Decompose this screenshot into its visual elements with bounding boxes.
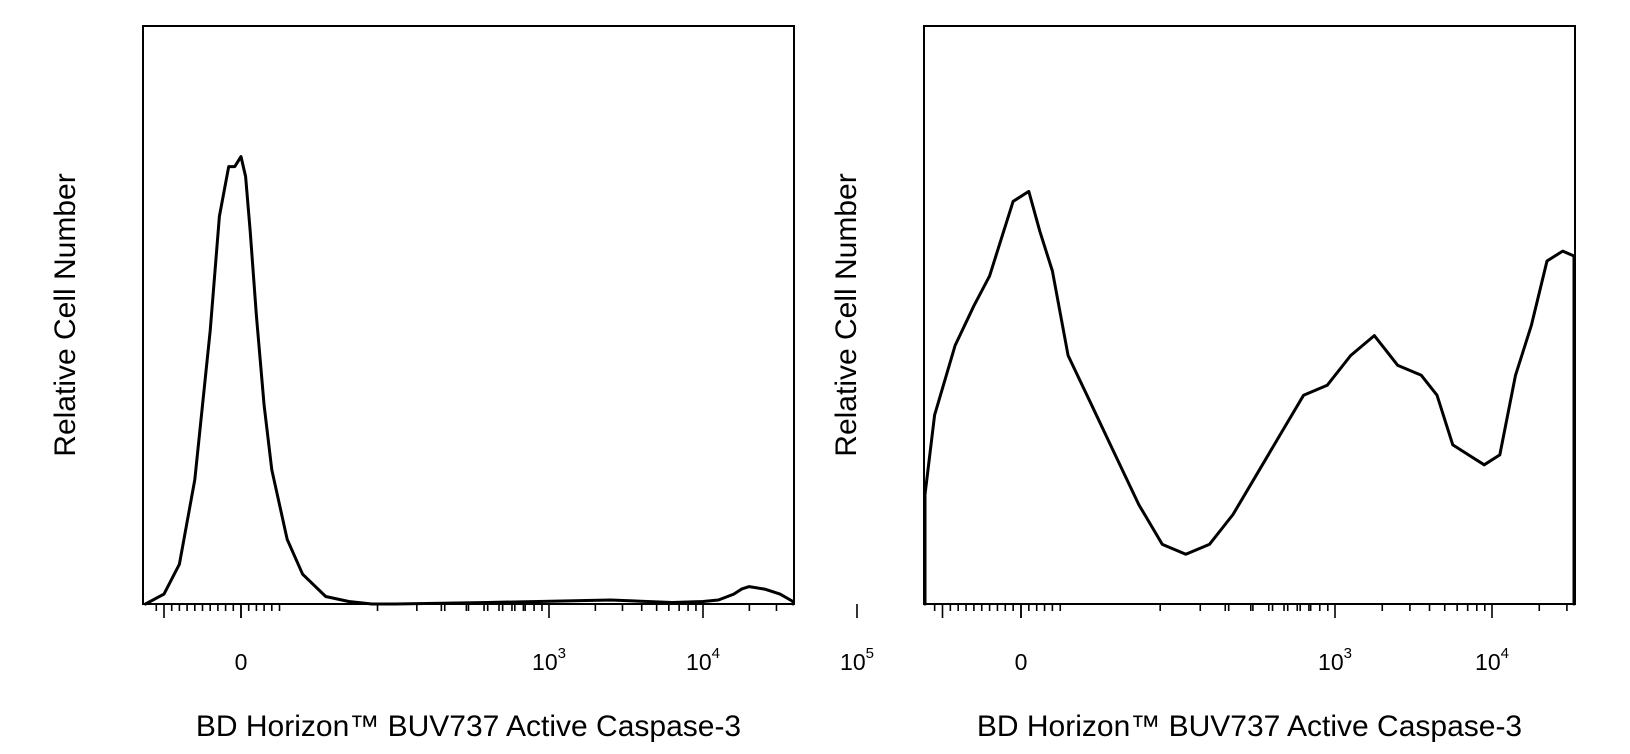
x-tick-label-base: 10 [686, 649, 712, 675]
histogram-curve [144, 155, 795, 606]
x-tick-label-exponent: 4 [1501, 645, 1509, 662]
x-tick-label-exponent: 3 [558, 645, 566, 662]
x-tick-label: 103 [532, 645, 566, 675]
x-tick-label-base: 10 [1318, 649, 1344, 675]
plot-frame [142, 25, 795, 605]
x-axis-ticks [155, 604, 858, 618]
x-tick-label-base: 10 [532, 649, 558, 675]
histogram-curve [923, 189, 1576, 606]
x-tick-label: 104 [686, 645, 720, 675]
x-tick-label-base: 10 [840, 649, 866, 675]
x-tick-label: 0 [235, 649, 248, 675]
x-tick-label-base: 0 [1015, 649, 1028, 675]
x-axis-label: BD Horizon™ BUV737 Active Caspase-3 [196, 710, 741, 743]
x-axis-label: BD Horizon™ BUV737 Active Caspase-3 [977, 710, 1522, 743]
y-axis-label: Relative Cell Number [49, 173, 82, 456]
x-tick-label-exponent: 3 [1344, 645, 1352, 662]
x-tick-label-base: 10 [1475, 649, 1501, 675]
x-tick-label: 105 [840, 645, 874, 675]
x-tick-label: 0 [1015, 649, 1028, 675]
x-tick-label-exponent: 4 [712, 645, 720, 662]
x-tick-label: 103 [1318, 645, 1352, 675]
x-tick-label-base: 0 [235, 649, 248, 675]
x-axis-ticks [933, 604, 1568, 618]
plot-frame [923, 25, 1576, 605]
x-tick-label-exponent: 5 [866, 645, 874, 662]
y-axis-label: Relative Cell Number [830, 173, 863, 456]
x-tick-label: 104 [1475, 645, 1509, 675]
